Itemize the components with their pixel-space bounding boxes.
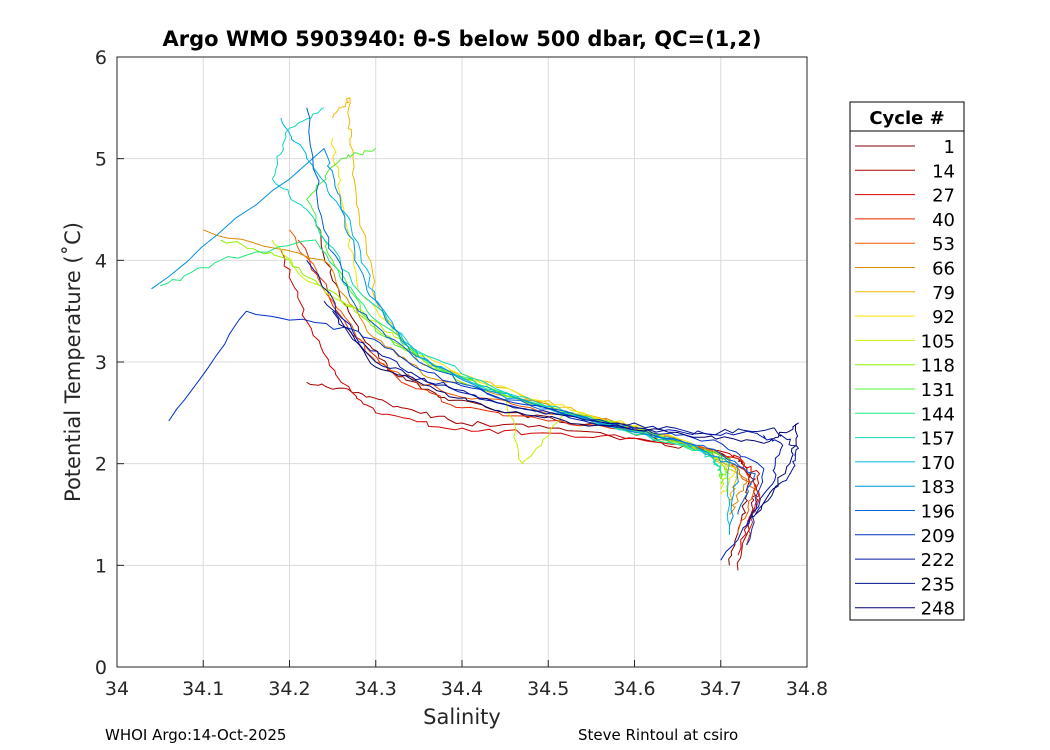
grid-lines	[117, 57, 807, 667]
legend-label-40: 40	[932, 210, 955, 231]
y-tick-label: 1	[95, 555, 107, 577]
legend-label-14: 14	[932, 161, 955, 182]
legend-label-118: 118	[921, 356, 955, 377]
legend-entries: 1 14 27 40 53 66 79 92 105 118 131 144 157 170 183 196 2…	[855, 137, 955, 620]
series-line-cycle-53	[289, 229, 756, 535]
x-tick-label: 34.7	[700, 678, 742, 700]
legend-label-170: 170	[921, 453, 955, 474]
y-tick-label: 4	[95, 250, 107, 272]
x-axis-title: Salinity	[423, 705, 501, 729]
y-tick-label: 6	[95, 47, 107, 69]
series-line-cycle-196	[306, 107, 756, 515]
plot-area: 34 34.1 34.2 34.3 34.4 34.5 34.6 34.7 34.8 01234…	[95, 47, 828, 700]
series-line-cycle-157	[271, 107, 722, 469]
legend-label-235: 235	[921, 574, 955, 595]
legend-title: Cycle #	[869, 108, 944, 129]
x-tick-label: 34.8	[786, 678, 828, 700]
legend-label-248: 248	[921, 599, 955, 620]
y-axis-title: Potential Temperature (˚C)	[61, 222, 85, 502]
x-tick-label: 34.2	[268, 678, 310, 700]
legend-label-92: 92	[932, 307, 955, 328]
x-axis-ticks: 34 34.1 34.2 34.3 34.4 34.5 34.6 34.7 34.8	[105, 660, 828, 700]
series-line-cycle-222	[306, 260, 784, 561]
series-line-cycle-183	[151, 148, 739, 535]
legend-label-131: 131	[921, 380, 955, 401]
legend-label-183: 183	[921, 477, 955, 498]
x-tick-label: 34.6	[613, 678, 655, 700]
legend-label-144: 144	[921, 404, 955, 425]
legend-label-1: 1	[944, 137, 955, 158]
x-tick-label: 34.5	[527, 678, 569, 700]
legend-label-53: 53	[932, 234, 955, 255]
y-tick-label: 0	[95, 657, 107, 679]
legend-label-209: 209	[921, 526, 955, 547]
series-layer	[151, 97, 799, 571]
y-tick-label: 3	[95, 352, 107, 374]
x-tick-label: 34	[105, 678, 129, 700]
series-line-cycle-170	[280, 117, 731, 525]
legend-label-157: 157	[921, 429, 955, 450]
y-axis-ticks: 0 1 2 3 4 5 6	[95, 47, 124, 679]
series-line-cycle-248	[332, 310, 799, 515]
series-line-cycle-209	[168, 310, 765, 546]
legend: Cycle # 1 14 27 40 53 66 79 92 105 118 131 144 157 17…	[849, 101, 965, 621]
x-tick-label: 34.4	[441, 678, 483, 700]
x-tick-label: 34.3	[355, 678, 397, 700]
series-line-cycle-27	[280, 249, 761, 556]
footer-source: WHOI Argo:14-Oct-2025	[105, 726, 287, 744]
legend-label-105: 105	[921, 331, 955, 352]
legend-label-79: 79	[932, 283, 955, 304]
series-line-cycle-131	[306, 148, 724, 480]
legend-label-66: 66	[932, 259, 955, 280]
y-tick-label: 5	[95, 149, 107, 171]
chart-title: Argo WMO 5903940: θ-S below 500 dbar, QC…	[163, 27, 762, 51]
legend-label-27: 27	[932, 186, 955, 207]
legend-box	[849, 101, 965, 621]
legend-label-196: 196	[921, 502, 955, 523]
legend-label-222: 222	[921, 550, 955, 571]
series-line-cycle-144	[159, 239, 722, 474]
x-tick-label: 34.1	[182, 678, 224, 700]
y-tick-label: 2	[95, 454, 107, 476]
footer-author: Steve Rintoul at csiro	[578, 726, 739, 744]
